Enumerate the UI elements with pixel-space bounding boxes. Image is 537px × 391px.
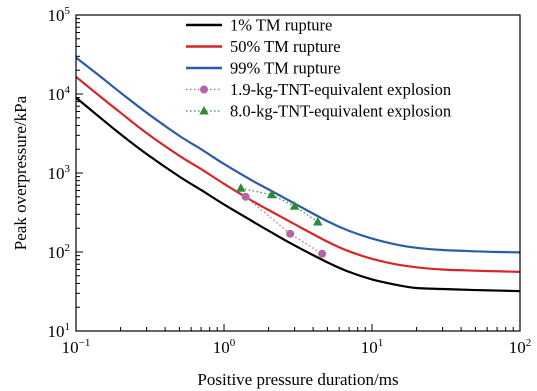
series-line: [75, 75, 521, 273]
legend-item-2: 50% TM rupture: [186, 37, 341, 56]
x-axis-label: Positive pressure duration/ms: [197, 370, 398, 389]
data-point: [289, 201, 300, 210]
y-tick-label: 102: [48, 242, 71, 262]
legend-label: 50% TM rupture: [230, 37, 341, 56]
series-layer: [75, 56, 521, 293]
x-tick-label: 100: [213, 337, 236, 357]
legend: 1% TM rupture 50% TM rupture 99% TM ruptur…: [186, 16, 451, 121]
series-5: [236, 183, 323, 226]
x-tick-label: 101: [361, 337, 384, 357]
legend-marker: [199, 106, 209, 115]
legend-item-1: 1% TM rupture: [186, 16, 332, 35]
legend-label: 1.9-kg-TNT-equivalent explosion: [230, 80, 451, 99]
y-tick-label: 104: [48, 84, 71, 104]
data-point: [313, 216, 323, 226]
data-point: [241, 192, 250, 201]
data-point: [286, 229, 295, 238]
series-line: [75, 96, 521, 293]
axes-layer: 10−1 100 101 102 101 102 103 104 105: [48, 5, 532, 357]
y-tick-label: 103: [48, 163, 71, 183]
y-axis-label: Peak overpressure/kPa: [11, 95, 30, 250]
legend-label: 1% TM rupture: [230, 16, 332, 35]
series-4: [241, 192, 327, 258]
series-line: [240, 187, 319, 223]
legend-label: 8.0-kg-TNT-equivalent explosion: [230, 102, 451, 121]
legend-item-4: 1.9-kg-TNT-equivalent explosion: [186, 80, 451, 99]
x-tick-label: 102: [509, 337, 532, 357]
series-1: [75, 96, 521, 293]
data-point: [318, 249, 327, 258]
data-point: [236, 183, 246, 192]
x-tick-label: 10−1: [62, 337, 91, 357]
legend-label: 99% TM rupture: [230, 59, 341, 78]
legend-marker: [200, 85, 208, 94]
legend-item-3: 99% TM rupture: [186, 59, 341, 78]
series-2: [75, 75, 521, 273]
legend-item-5: 8.0-kg-TNT-equivalent explosion: [186, 102, 451, 121]
y-tick-label: 105: [48, 5, 71, 25]
y-tick-label: 101: [48, 321, 71, 341]
data-point: [266, 189, 277, 199]
